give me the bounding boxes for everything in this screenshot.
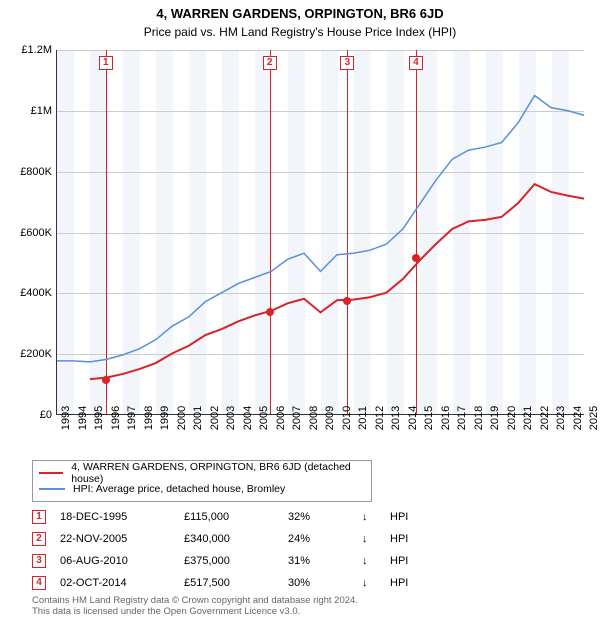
sales-marker-box: 4 <box>32 576 46 590</box>
chart-lines-svg <box>57 50 584 414</box>
chart-legend: 4, WARREN GARDENS, ORPINGTON, BR6 6JD (d… <box>32 460 372 502</box>
x-axis-tick-label: 1995 <box>93 406 105 430</box>
x-axis-tick-label: 2006 <box>275 406 287 430</box>
x-axis-tick-label: 2002 <box>209 406 221 430</box>
x-axis-tick-label: 2011 <box>357 406 369 430</box>
chart-marker-box: 4 <box>409 56 423 70</box>
y-axis-tick-label: £400K <box>2 287 52 299</box>
x-axis-tick-label: 2007 <box>291 406 303 430</box>
sales-date: 18-DEC-1995 <box>60 511 170 523</box>
page-subtitle: Price paid vs. HM Land Registry's House … <box>0 21 600 39</box>
sales-delta: 31% <box>288 555 348 567</box>
x-axis-tick-label: 2000 <box>176 406 188 430</box>
sales-price: £115,000 <box>184 511 274 523</box>
chart-marker-box: 1 <box>99 56 113 70</box>
x-axis-tick-label: 2017 <box>456 406 468 430</box>
sales-hpi-label: HPI <box>390 533 430 545</box>
x-axis-tick-label: 2016 <box>440 406 452 430</box>
sales-marker-box: 3 <box>32 554 46 568</box>
sales-row: 1 18-DEC-1995 £115,000 32% ↓ HPI <box>32 506 562 528</box>
chart-marker-box: 3 <box>340 56 354 70</box>
x-axis-tick-label: 1997 <box>126 406 138 430</box>
sales-table: 1 18-DEC-1995 £115,000 32% ↓ HPI 2 22-NOV-2005 £… <box>32 506 562 594</box>
legend-label: HPI: Average price, detached house, Brom… <box>73 483 285 495</box>
sales-hpi-label: HPI <box>390 577 430 589</box>
x-axis-tick-label: 2003 <box>225 406 237 430</box>
x-axis-tick-label: 1994 <box>77 406 89 430</box>
sales-price: £517,500 <box>184 577 274 589</box>
x-axis-tick-label: 2014 <box>407 406 419 430</box>
x-axis-tick-label: 2020 <box>506 406 518 430</box>
sales-delta: 32% <box>288 511 348 523</box>
chart-sale-point <box>102 376 110 384</box>
x-axis-tick-label: 2018 <box>473 406 485 430</box>
y-axis-tick-label: £1M <box>2 105 52 117</box>
x-axis-tick-label: 2008 <box>308 406 320 430</box>
x-axis-tick-label: 2009 <box>324 406 336 430</box>
sales-date: 06-AUG-2010 <box>60 555 170 567</box>
sales-price: £375,000 <box>184 555 274 567</box>
chart-marker-box: 2 <box>263 56 277 70</box>
x-axis-tick-label: 1999 <box>159 406 171 430</box>
chart-sale-point <box>266 308 274 316</box>
sales-row: 2 22-NOV-2005 £340,000 24% ↓ HPI <box>32 528 562 550</box>
sales-hpi-label: HPI <box>390 555 430 567</box>
y-axis-tick-label: £200K <box>2 348 52 360</box>
legend-label: 4, WARREN GARDENS, ORPINGTON, BR6 6JD (d… <box>71 461 365 485</box>
x-axis-tick-label: 2013 <box>390 406 402 430</box>
sales-delta: 24% <box>288 533 348 545</box>
footer-line: This data is licensed under the Open Gov… <box>32 607 572 618</box>
x-axis-tick-label: 1993 <box>60 406 72 430</box>
sales-marker-box: 2 <box>32 532 46 546</box>
x-axis-tick-label: 2019 <box>489 406 501 430</box>
y-axis-tick-label: £600K <box>2 227 52 239</box>
legend-swatch <box>39 472 63 474</box>
chart-plot-area: 1 2 3 4 <box>56 50 584 415</box>
x-axis-tick-label: 2015 <box>423 406 435 430</box>
y-axis-tick-label: £800K <box>2 166 52 178</box>
page-title: 4, WARREN GARDENS, ORPINGTON, BR6 6JD <box>0 0 600 21</box>
x-axis-tick-label: 2025 <box>588 406 600 430</box>
x-axis-tick-label: 2001 <box>192 406 204 430</box>
x-axis-tick-label: 1996 <box>110 406 122 430</box>
x-axis-tick-label: 2012 <box>374 406 386 430</box>
chart-series-hpi <box>57 96 584 362</box>
chart-series-property <box>90 184 584 379</box>
down-arrow-icon: ↓ <box>362 511 376 523</box>
x-axis-tick-label: 2024 <box>572 406 584 430</box>
sales-row: 4 02-OCT-2014 £517,500 30% ↓ HPI <box>32 572 562 594</box>
sales-delta: 30% <box>288 577 348 589</box>
down-arrow-icon: ↓ <box>362 555 376 567</box>
down-arrow-icon: ↓ <box>362 577 376 589</box>
x-axis-tick-label: 2021 <box>522 406 534 430</box>
sales-date: 02-OCT-2014 <box>60 577 170 589</box>
x-axis-tick-label: 2005 <box>258 406 270 430</box>
chart-sale-point <box>412 254 420 262</box>
attribution-footer: Contains HM Land Registry data © Crown c… <box>32 596 572 618</box>
sales-price: £340,000 <box>184 533 274 545</box>
y-axis-tick-label: £1.2M <box>2 44 52 56</box>
x-axis-tick-label: 2010 <box>341 406 353 430</box>
x-axis-tick-label: 2022 <box>539 406 551 430</box>
legend-swatch <box>39 488 65 490</box>
x-axis-tick-label: 2023 <box>555 406 567 430</box>
x-axis-tick-label: 1998 <box>143 406 155 430</box>
sales-hpi-label: HPI <box>390 511 430 523</box>
chart-sale-point <box>343 297 351 305</box>
legend-item: 4, WARREN GARDENS, ORPINGTON, BR6 6JD (d… <box>39 465 365 481</box>
sales-date: 22-NOV-2005 <box>60 533 170 545</box>
down-arrow-icon: ↓ <box>362 533 376 545</box>
sales-marker-box: 1 <box>32 510 46 524</box>
y-axis-tick-label: £0 <box>2 409 52 421</box>
x-axis-tick-label: 2004 <box>242 406 254 430</box>
sales-row: 3 06-AUG-2010 £375,000 31% ↓ HPI <box>32 550 562 572</box>
